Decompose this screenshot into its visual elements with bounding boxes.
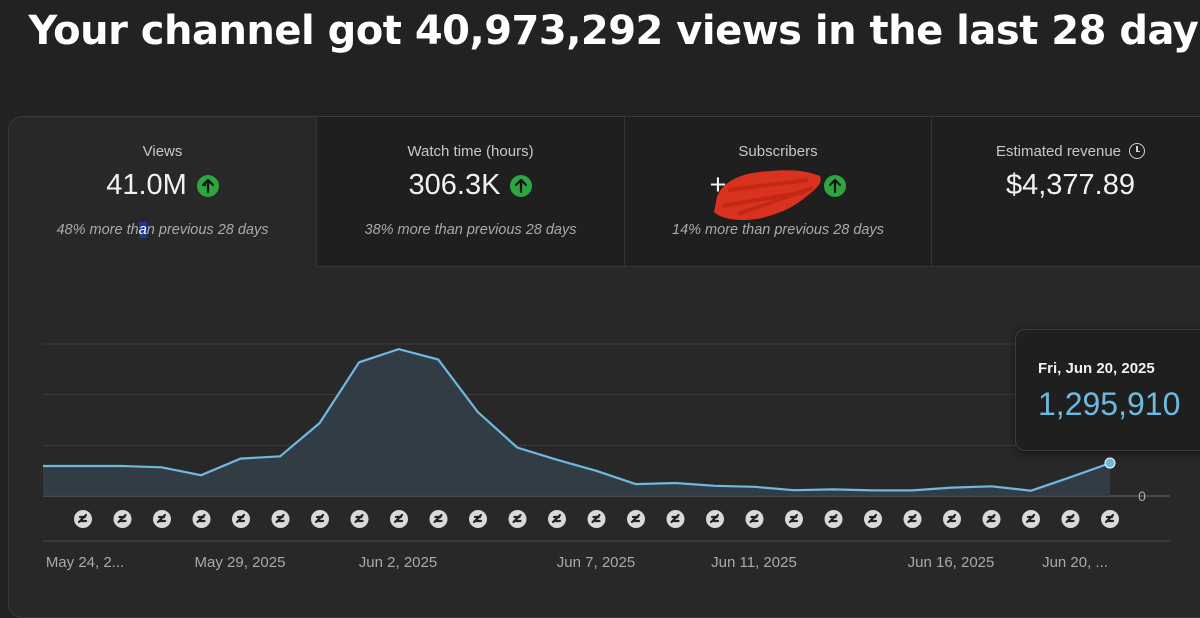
series-line: [43, 347, 1111, 492]
tooltip-value: 1,295,910: [1038, 386, 1181, 422]
video-marker-icon[interactable]: [192, 510, 211, 528]
watch-time-comparison: 38% more than previous 28 days: [364, 222, 577, 238]
video-marker-icon[interactable]: [469, 510, 487, 528]
video-marker-icon[interactable]: [1022, 510, 1040, 528]
tab-views[interactable]: Views 41.0M 48% more than previous 28 da…: [9, 117, 317, 267]
views-value: 41.0M: [106, 169, 187, 201]
video-marker-icon[interactable]: [548, 510, 566, 528]
trend-up-icon: [824, 174, 847, 197]
video-marker-icon[interactable]: [153, 510, 171, 528]
watch-time-value-row: 306.3K: [317, 169, 624, 202]
y-axis-labels: 0: [1138, 488, 1146, 504]
video-marker-icon[interactable]: [745, 510, 764, 528]
chart-tooltip: Fri, Jun 20, 2025 1,295,910: [1015, 329, 1200, 451]
watch-time-label: Watch time (hours): [407, 143, 534, 160]
x-tick-label: Jun 16, 2025: [908, 554, 995, 571]
tooltip-date: Fri, Jun 20, 2025: [1038, 360, 1155, 377]
video-marker-icon[interactable]: [74, 510, 92, 528]
video-marker-icon[interactable]: [508, 510, 527, 528]
trend-up-icon: [196, 174, 219, 197]
clock-icon: [1129, 143, 1146, 159]
x-tick-label: May 29, 2025: [195, 554, 286, 571]
page-headline: Your channel got 40,973,292 views in the…: [28, 8, 1200, 54]
x-tick-label: Jun 7, 2025: [557, 554, 635, 571]
y-tick-label: 0: [1138, 488, 1146, 504]
video-marker-icon[interactable]: [785, 510, 803, 528]
video-marker-icon[interactable]: [706, 510, 724, 528]
video-marker-icon[interactable]: [113, 510, 132, 528]
subscribers-comparison: 14% more than previous 28 days: [672, 222, 884, 238]
video-marker-icon[interactable]: [943, 510, 961, 528]
video-marker-icon[interactable]: [587, 510, 606, 528]
video-marker-icon[interactable]: [627, 510, 645, 528]
video-markers: [74, 510, 1119, 528]
revenue-value-row: $4,377.89: [932, 169, 1200, 202]
series-area-fill: [43, 349, 1110, 496]
video-marker-icon[interactable]: [982, 510, 1001, 528]
tab-watch-time[interactable]: Watch time (hours) 306.3K 38% more than …: [317, 117, 625, 267]
redaction-scribble: [714, 170, 821, 220]
x-tick-label: Jun 2, 2025: [359, 554, 437, 571]
tab-estimated-revenue[interactable]: Estimated revenue $4,377.89: [932, 117, 1200, 267]
x-tick-label: May 24, 2...: [46, 554, 124, 571]
video-marker-icon[interactable]: [311, 510, 329, 528]
revenue-label: Estimated revenue: [932, 143, 1200, 160]
views-label: Views: [142, 143, 183, 160]
text-selection-highlight: a: [138, 222, 147, 238]
x-axis-ticks: May 24, 2... May 29, 2025 Jun 2, 2025 Jun 7…: [46, 554, 1108, 571]
x-tick-label: Jun 20, ...: [1042, 554, 1108, 571]
x-tick-label: Jun 11, 2025: [711, 554, 797, 571]
video-marker-icon[interactable]: [390, 510, 408, 528]
video-marker-icon[interactable]: [232, 510, 250, 528]
selected-point[interactable]: [1104, 457, 1116, 469]
views-value-row: 41.0M: [9, 169, 316, 202]
revenue-value: $4,377.89: [1005, 169, 1135, 201]
video-marker-icon[interactable]: [666, 510, 685, 528]
video-marker-icon[interactable]: [864, 510, 882, 528]
video-marker-icon[interactable]: [1101, 510, 1119, 528]
subscribers-label: Subscribers: [738, 143, 818, 160]
video-marker-icon[interactable]: [350, 510, 369, 528]
metric-tabs: Views 41.0M 48% more than previous 28 da…: [9, 117, 1200, 267]
watch-time-value: 306.3K: [408, 169, 501, 201]
video-marker-icon[interactable]: [271, 510, 290, 528]
trend-up-icon: [510, 174, 533, 197]
analytics-card: Views 41.0M 48% more than previous 28 da…: [8, 116, 1200, 618]
video-marker-icon[interactable]: [429, 510, 448, 528]
video-marker-icon[interactable]: [903, 510, 922, 528]
video-marker-icon[interactable]: [824, 510, 843, 528]
views-comparison: 48% more than previous 28 days: [56, 222, 269, 238]
views-line-chart: May 24, 2... May 29, 2025 Jun 2, 2025 Jun 7…: [43, 343, 1170, 571]
video-marker-icon[interactable]: [1061, 510, 1080, 528]
